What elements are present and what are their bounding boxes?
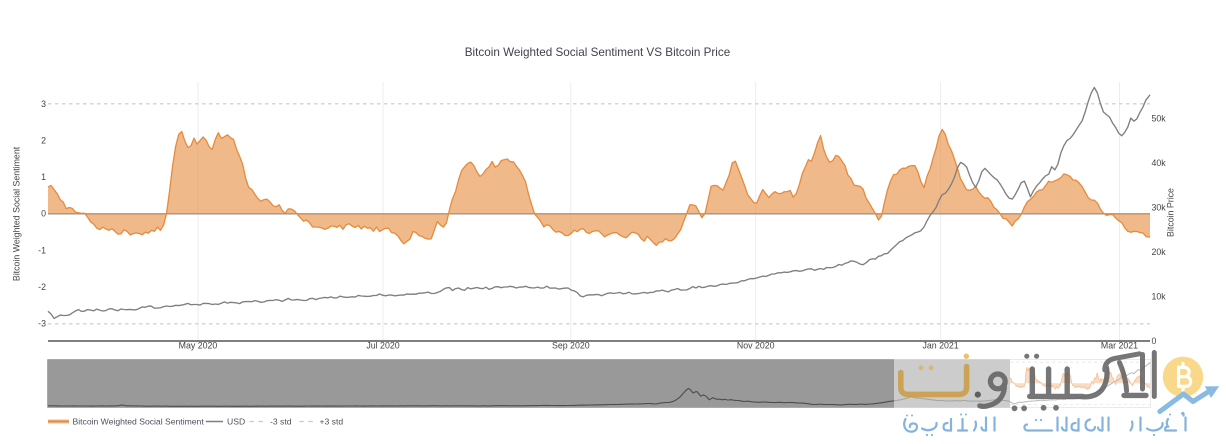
- svg-text:10k: 10k: [1152, 292, 1167, 302]
- svg-text:Sep 2020: Sep 2020: [552, 341, 590, 351]
- svg-text:20k: 20k: [1152, 247, 1167, 257]
- svg-text:Bitcoin Weighted Social Sentim: Bitcoin Weighted Social Sentiment VS Bit…: [465, 46, 730, 59]
- svg-text:1: 1: [41, 172, 46, 182]
- svg-text:-1: -1: [38, 245, 46, 255]
- svg-text:0: 0: [1152, 336, 1157, 346]
- svg-text:Nov 2020: Nov 2020: [737, 341, 775, 351]
- svg-text:Bitcoin Weighted Social Sentim: Bitcoin Weighted Social Sentiment: [12, 146, 22, 281]
- svg-text:-2: -2: [38, 282, 46, 292]
- svg-text:40k: 40k: [1152, 158, 1167, 168]
- svg-text:50k: 50k: [1152, 114, 1167, 124]
- svg-text:May 2020: May 2020: [179, 341, 218, 351]
- svg-text:-3: -3: [38, 319, 46, 329]
- svg-text:0: 0: [41, 209, 46, 219]
- svg-text:Mar 2021: Mar 2021: [1101, 341, 1138, 351]
- svg-text:Jan 2021: Jan 2021: [922, 341, 958, 351]
- svg-text:3: 3: [41, 99, 46, 109]
- svg-text:-3 std: -3 std: [270, 417, 292, 427]
- svg-text:30k: 30k: [1152, 203, 1167, 213]
- svg-text:+3 std: +3 std: [320, 417, 344, 427]
- svg-text:USD: USD: [227, 417, 245, 427]
- svg-text:Bitcoin Price: Bitcoin Price: [1166, 188, 1176, 237]
- svg-text:2: 2: [41, 135, 46, 145]
- svg-text:Jul 2020: Jul 2020: [366, 341, 399, 351]
- svg-text:Bitcoin Weighted Social Sentim: Bitcoin Weighted Social Sentiment: [73, 417, 205, 427]
